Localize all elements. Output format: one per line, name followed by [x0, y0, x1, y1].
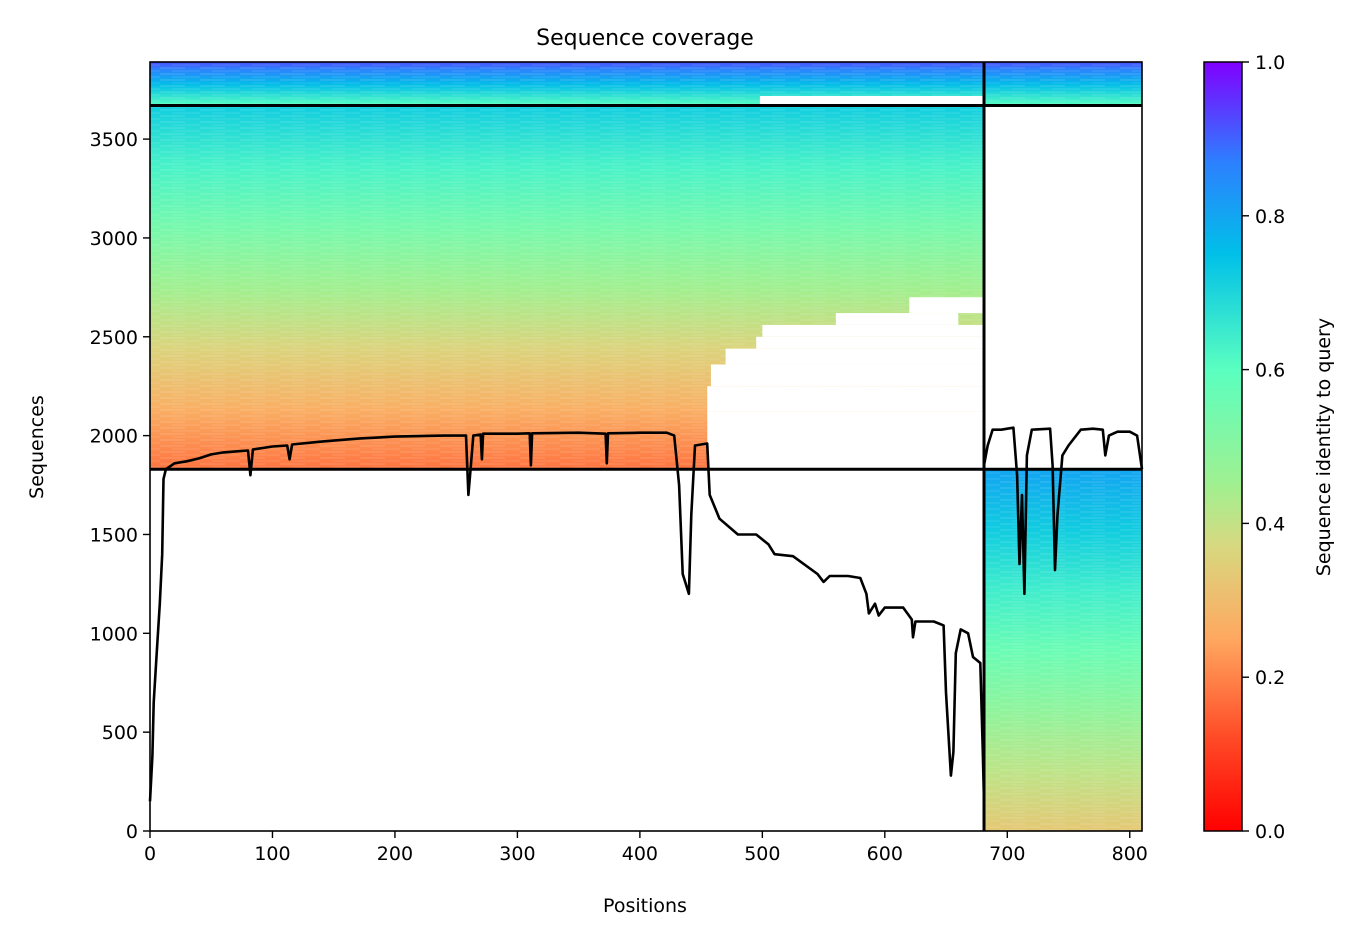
chart-title: Sequence coverage [536, 26, 754, 51]
coverage-gap [762, 324, 985, 337]
coverage-line-chain-b [982, 426, 1144, 596]
y-tick-label: 1500 [90, 524, 138, 546]
y-tick-label: 0 [126, 821, 138, 843]
colorbar-label: Sequence identity to query [1313, 318, 1335, 576]
x-tick-label: 200 [377, 843, 413, 865]
x-tick-label: 0 [144, 843, 156, 865]
colorbar-tick-label: 0.2 [1255, 667, 1285, 689]
y-tick-label: 500 [102, 722, 138, 744]
coverage-gap [759, 96, 985, 106]
coverage-gap [835, 313, 959, 325]
colorbar-tick-label: 0.8 [1255, 206, 1285, 228]
x-tick-label: 800 [1112, 843, 1148, 865]
x-tick-label: 500 [744, 843, 780, 865]
x-tick-label: 600 [867, 843, 903, 865]
coverage-gap [707, 411, 985, 470]
colorbar-tick-label: 1.0 [1255, 52, 1285, 74]
colorbar-tick-label: 0.0 [1255, 821, 1285, 843]
y-tick-label: 1000 [90, 623, 138, 645]
colorbar-gradient [1203, 61, 1243, 832]
y-tick-label: 3000 [90, 228, 138, 250]
coverage-gap [756, 336, 985, 349]
y-tick-label: 3500 [90, 129, 138, 151]
x-tick-label: 100 [254, 843, 290, 865]
y-tick-label: 2000 [90, 426, 138, 448]
plot-frame [149, 61, 1143, 832]
x-tick-label: 300 [499, 843, 535, 865]
plot-area: 0 100 200 300 400 500 600 700 800 0 500 1000 1500 200… [90, 61, 1148, 865]
colorbar-tick-label: 0.4 [1255, 513, 1285, 535]
x-tick-label: 400 [622, 843, 658, 865]
coverage-block-texture [984, 62, 1142, 106]
x-axis-label: Positions [603, 895, 687, 917]
coverage-gap [710, 364, 985, 387]
coverage-gap [725, 348, 985, 365]
coverage-line-chain-a [148, 431, 986, 802]
coverage-gap [707, 386, 985, 412]
coverage-gap [909, 297, 985, 314]
colorbar: 0.0 0.2 0.4 0.6 0.8 1.0 Sequence identity to … [1203, 52, 1335, 843]
colorbar-ticks: 0.0 0.2 0.4 0.6 0.8 1.0 [1242, 52, 1285, 843]
x-tick-label: 700 [989, 843, 1025, 865]
coverage-block-texture [984, 469, 1142, 831]
y-axis-label: Sequences [26, 395, 48, 499]
y-tick-label: 2500 [90, 327, 138, 349]
colorbar-tick-label: 0.6 [1255, 360, 1285, 382]
